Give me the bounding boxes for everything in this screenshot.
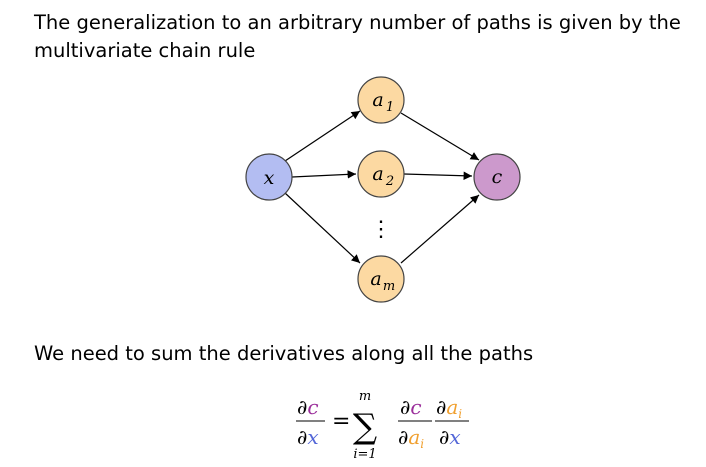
sum-symbol: ∑: [353, 407, 377, 447]
edge-a1-c: [400, 112, 480, 161]
term1-denominator: ∂ai: [398, 425, 424, 451]
node-a2-subscript: 2: [385, 174, 394, 189]
term2-denominator: ∂x: [439, 425, 461, 449]
equals-sign: =: [332, 409, 350, 434]
term2-numerator: ∂ai: [436, 395, 462, 421]
node-c-label: c: [492, 166, 503, 188]
edge-am-c: [400, 194, 480, 264]
node-a1-subscript: 1: [386, 100, 394, 115]
node-a1-label: a: [372, 89, 383, 111]
sum-text: We need to sum the derivatives along all…: [34, 342, 534, 365]
computation-graph: x a 1 a 2 ⋮ a m c: [245, 76, 521, 303]
node-a1: a 1: [357, 76, 405, 124]
lhs-denominator-partial: ∂x: [297, 425, 319, 449]
vertical-ellipsis: ⋮: [370, 217, 392, 242]
node-am-label: a: [370, 268, 381, 290]
sum-lower-limit: i=1: [353, 447, 376, 462]
edge-a2-c: [403, 171, 473, 180]
term1-numerator: ∂c: [400, 395, 422, 419]
node-x: x: [245, 153, 293, 201]
node-a2: a 2: [357, 150, 405, 198]
lhs-numerator-partial: ∂c: [297, 395, 319, 419]
sum-upper-limit: m: [359, 389, 371, 404]
lhs-numerator-c: c: [307, 395, 318, 419]
node-am-subscript: m: [383, 279, 395, 294]
edge-x-a2: [291, 170, 357, 179]
edge-x-a1: [284, 110, 361, 162]
edge-x-am: [284, 192, 361, 264]
node-c: c: [473, 153, 521, 201]
node-x-label: x: [264, 167, 275, 189]
lhs-denominator-x: x: [307, 425, 318, 449]
node-a2-label: a: [372, 163, 383, 185]
node-am: a m: [357, 255, 405, 303]
intro-text: The generalization to an arbitrary numbe…: [34, 11, 681, 62]
